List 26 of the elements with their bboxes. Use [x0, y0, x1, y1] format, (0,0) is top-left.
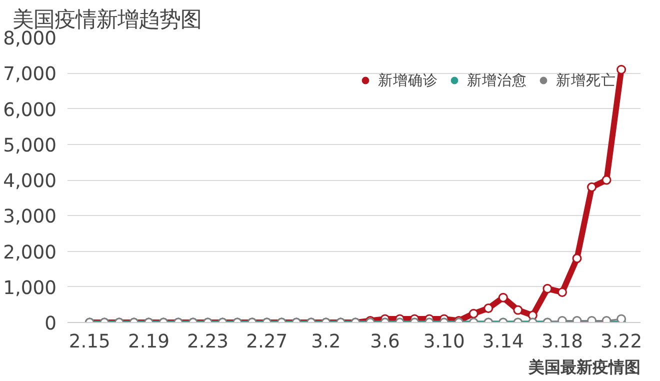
- y-tick-label: 4,000: [3, 171, 57, 192]
- y-tick-label: 8,000: [3, 28, 57, 50]
- legend-label: 新增确诊: [378, 70, 438, 90]
- x-tick-label: 2.19: [128, 332, 170, 352]
- x-tick-label: 3.18: [541, 332, 584, 352]
- y-tick-label: 0: [44, 314, 57, 334]
- y-tick-label: 6,000: [3, 100, 57, 121]
- x-tick-label: 2.23: [187, 332, 229, 352]
- x-tick-label: 3.14: [482, 332, 524, 352]
- y-tick-label: 5,000: [3, 135, 57, 156]
- legend-label: 新增治愈: [467, 70, 527, 90]
- text: 美国最新疫情图: [528, 358, 640, 376]
- y-tick-label: 1,000: [3, 278, 57, 299]
- x-tick-label: 3.2: [311, 332, 341, 352]
- x-tick-label: 2.27: [246, 332, 288, 352]
- point: [587, 182, 597, 192]
- x-tick-label: 3.22: [600, 332, 642, 352]
- legend-label: 新增死亡: [556, 70, 616, 90]
- y-tick-label: 2,000: [3, 242, 57, 264]
- y-tick-label: 7,000: [3, 64, 57, 86]
- point: [572, 254, 582, 264]
- x-tick-label: 3.6: [370, 332, 400, 352]
- x-tick-label: 3.10: [423, 332, 465, 352]
- point: [602, 175, 612, 185]
- y-tick-label: 3,000: [3, 206, 57, 228]
- x-tick-label: 2.15: [68, 332, 110, 352]
